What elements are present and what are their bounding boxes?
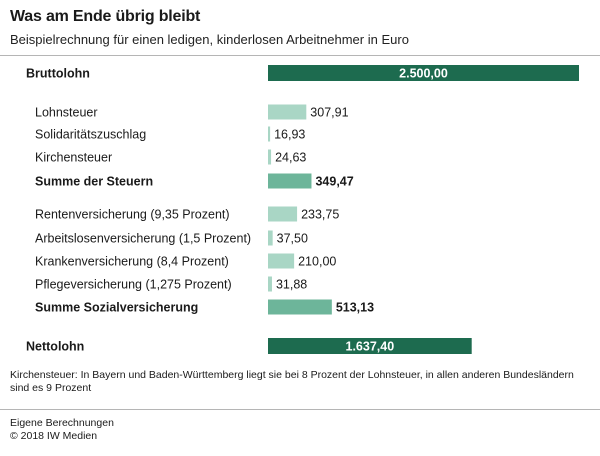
bar bbox=[268, 104, 307, 120]
bar bbox=[268, 230, 273, 246]
data-label: 349,47 bbox=[315, 175, 353, 189]
source-line-1: Eigene Berechnungen bbox=[10, 417, 114, 429]
category-label: Solidaritätszuschlag bbox=[35, 128, 146, 142]
source-note: Eigene Berechnungen © 2018 IW Medien bbox=[10, 417, 114, 443]
bar bbox=[268, 149, 272, 165]
bottom-divider bbox=[0, 409, 600, 410]
footnote: Kirchensteuer: In Bayern und Baden-Württ… bbox=[10, 369, 574, 394]
category-label: Lohnsteuer bbox=[35, 106, 98, 120]
category-label: Krankenversicherung (8,4 Prozent) bbox=[35, 255, 229, 269]
data-label: 307,91 bbox=[310, 106, 348, 120]
data-label: 1.637,40 bbox=[346, 340, 395, 354]
category-label: Summe der Steuern bbox=[35, 175, 153, 189]
bar bbox=[268, 126, 271, 142]
chart-subtitle: Beispielrechnung für einen ledigen, kind… bbox=[10, 32, 409, 47]
bar bbox=[268, 173, 312, 189]
bar bbox=[268, 253, 295, 269]
data-label: 24,63 bbox=[275, 151, 306, 165]
data-label: 513,13 bbox=[336, 301, 374, 315]
top-divider bbox=[0, 55, 600, 56]
category-label: Arbeitslosenversicherung (1,5 Prozent) bbox=[35, 232, 251, 246]
category-label: Summe Sozialversicherung bbox=[35, 301, 198, 315]
category-label: Rentenversicherung (9,35 Prozent) bbox=[35, 208, 230, 222]
data-label: 16,93 bbox=[274, 128, 305, 142]
bar bbox=[268, 65, 579, 81]
category-label: Pflegeversicherung (1,275 Prozent) bbox=[35, 278, 232, 292]
bar bbox=[268, 299, 332, 315]
data-label: 31,88 bbox=[276, 278, 307, 292]
category-label: Nettolohn bbox=[26, 340, 84, 354]
chart-title: Was am Ende übrig bleibt bbox=[10, 8, 201, 25]
data-label: 233,75 bbox=[301, 208, 339, 222]
category-label: Kirchensteuer bbox=[35, 151, 112, 165]
bar-chart: Bruttolohn 2.500,00 Lohnsteuer 307,91 Solida… bbox=[26, 65, 579, 354]
source-line-2: © 2018 IW Medien bbox=[10, 430, 98, 442]
data-label: 2.500,00 bbox=[399, 67, 448, 81]
data-label: 37,50 bbox=[277, 232, 308, 246]
category-label: Bruttolohn bbox=[26, 67, 90, 81]
bar bbox=[268, 338, 472, 354]
bar bbox=[268, 206, 298, 222]
data-label: 210,00 bbox=[298, 255, 336, 269]
bar bbox=[268, 276, 272, 292]
